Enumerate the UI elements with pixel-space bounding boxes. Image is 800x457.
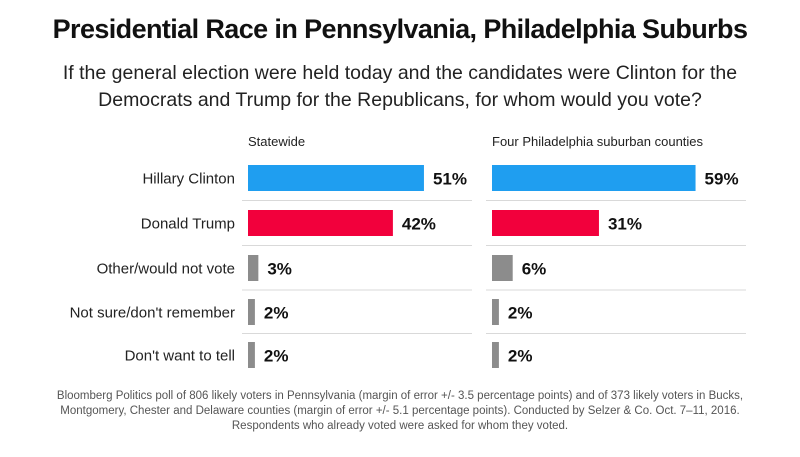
bar-statewide bbox=[248, 165, 424, 191]
data-label: 2% bbox=[508, 304, 533, 323]
data-label: 2% bbox=[508, 347, 533, 366]
bar-statewide bbox=[248, 342, 255, 368]
bar-suburban bbox=[492, 299, 499, 325]
bar-suburban bbox=[492, 255, 513, 281]
data-label: 59% bbox=[705, 170, 739, 189]
data-label: 51% bbox=[433, 170, 467, 189]
category-label: Don't want to tell bbox=[125, 348, 235, 365]
data-label: 42% bbox=[402, 215, 436, 234]
bar-suburban bbox=[492, 165, 696, 191]
category-label: Hillary Clinton bbox=[142, 171, 235, 188]
bar-statewide bbox=[248, 299, 255, 325]
bar-statewide bbox=[248, 255, 259, 281]
data-label: 6% bbox=[522, 260, 547, 279]
bar-suburban bbox=[492, 342, 499, 368]
bar-suburban bbox=[492, 210, 599, 236]
chart-footnote: Bloomberg Politics poll of 806 likely vo… bbox=[56, 390, 744, 432]
bar-statewide bbox=[248, 210, 393, 236]
category-label: Not sure/don't remember bbox=[70, 305, 235, 322]
chart-subtitle: If the general election were held today … bbox=[62, 62, 738, 111]
category-label: Other/would not vote bbox=[97, 261, 235, 278]
data-label: 31% bbox=[608, 215, 642, 234]
category-label: Donald Trump bbox=[141, 216, 235, 233]
series-header-1: Four Philadelphia suburban counties bbox=[492, 134, 704, 149]
series-header-0: Statewide bbox=[248, 134, 305, 149]
data-label: 3% bbox=[267, 260, 292, 279]
data-label: 2% bbox=[264, 304, 289, 323]
data-label: 2% bbox=[264, 347, 289, 366]
chart-title: Presidential Race in Pennsylvania, Phila… bbox=[52, 14, 748, 44]
